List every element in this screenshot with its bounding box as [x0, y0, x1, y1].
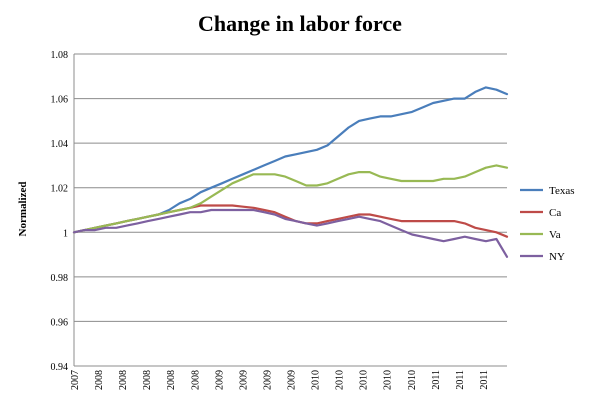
x-tick-label: 2010 [311, 370, 322, 390]
y-tick-label: 1.04 [51, 139, 69, 150]
y-tick-label: 0.94 [51, 362, 69, 373]
y-axis-label: Normalized [17, 182, 29, 237]
y-tick-label: 1 [63, 228, 68, 239]
legend-label: Va [549, 229, 561, 241]
x-tick-label: 2011 [479, 370, 490, 390]
legend: Texas Ca Va NY [520, 185, 575, 263]
y-tick-label: 1.02 [51, 184, 69, 195]
x-tick-label: 2010 [407, 370, 418, 390]
x-tick-label: 2011 [455, 370, 466, 390]
x-tick-label: 2009 [262, 370, 273, 390]
x-tick-label: 2007 [70, 370, 81, 390]
y-axis-ticks: 0.94 0.96 0.98 1 1.02 1.04 1.06 1.08 [51, 50, 69, 373]
y-tick-label: 1.08 [51, 50, 69, 61]
legend-label: NY [549, 251, 565, 263]
legend-label: Ca [549, 207, 561, 219]
x-tick-label: 2010 [383, 370, 394, 390]
legend-label: Texas [549, 185, 575, 197]
x-tick-label: 2009 [238, 370, 249, 390]
y-tick-label: 0.96 [51, 317, 69, 328]
series-line-texas [72, 86, 509, 234]
x-tick-label: 2009 [287, 370, 298, 390]
x-tick-label: 2008 [118, 370, 129, 390]
x-axis-ticks: 2007 2008 2008 2008 2008 2008 2009 2009 2009 2009… [70, 370, 490, 390]
x-tick-label: 2008 [190, 370, 201, 390]
x-tick-label: 2008 [166, 370, 177, 390]
x-tick-label: 2010 [335, 370, 346, 390]
chart-title: Change in labor force [198, 11, 402, 36]
x-tick-label: 2010 [359, 370, 370, 390]
y-tick-label: 0.98 [51, 273, 69, 284]
gridlines [73, 53, 507, 367]
x-tick-label: 2009 [214, 370, 225, 390]
series-line-ny [72, 208, 509, 258]
x-tick-label: 2008 [142, 370, 153, 390]
x-tick-label: 2011 [431, 370, 442, 390]
series-lines [72, 86, 509, 258]
x-tick-label: 2008 [94, 370, 105, 390]
y-tick-label: 1.06 [51, 95, 69, 106]
series-line-va [72, 164, 509, 234]
